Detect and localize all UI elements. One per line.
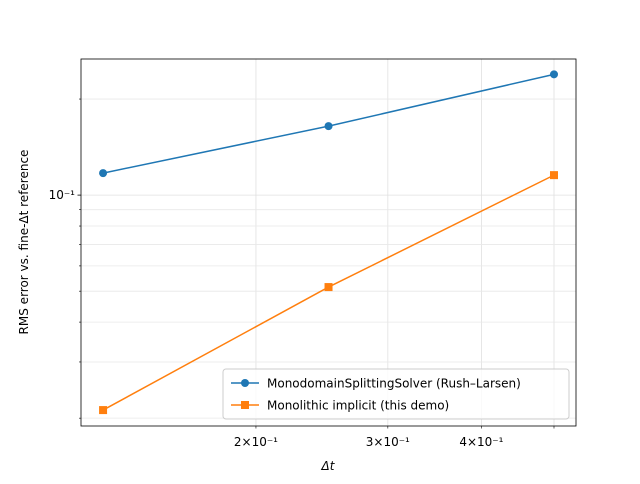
legend-marker	[241, 379, 249, 387]
data-point	[549, 171, 558, 180]
legend-label: Monolithic implicit (this demo)	[267, 399, 449, 413]
legend-marker	[241, 401, 249, 409]
grid: 2×10⁻¹ 3×10⁻¹ 4×10⁻¹ 10⁻¹	[49, 59, 576, 449]
x-tick-label: 2×10⁻¹	[234, 435, 278, 449]
axes-frame	[80, 58, 577, 427]
data-point	[549, 70, 558, 79]
x-axis-label: Δt	[321, 459, 336, 473]
data-point	[99, 169, 108, 178]
legend-label: MonodomainSplittingSolver (Rush–Larsen)	[267, 377, 521, 391]
data-point	[324, 283, 333, 292]
x-tick-label: 4×10⁻¹	[459, 435, 503, 449]
y-tick-label: 10⁻¹	[49, 188, 76, 202]
data-point	[324, 122, 333, 131]
x-tick-label: 3×10⁻¹	[366, 435, 410, 449]
plot	[99, 70, 558, 415]
y-axis-label: RMS error vs. fine-Δt reference	[17, 150, 31, 335]
legend: MonodomainSplittingSolver (Rush–Larsen) M…	[222, 368, 570, 420]
legend-box	[222, 368, 570, 420]
data-point	[99, 406, 108, 415]
